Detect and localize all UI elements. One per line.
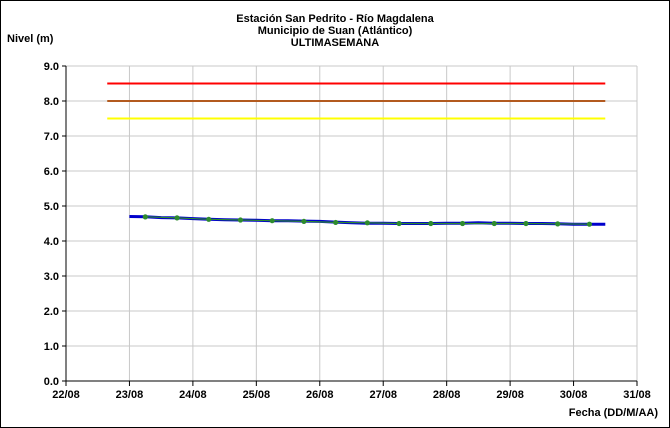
data-point [586, 221, 593, 227]
y-tick-label: 6.0 [44, 166, 59, 178]
y-tick-label: 0.0 [44, 376, 59, 388]
data-point [428, 220, 434, 227]
x-tick-label: 24/08 [179, 389, 207, 401]
x-tick-label: 29/08 [496, 389, 524, 401]
x-tick-label: 31/08 [623, 389, 651, 401]
y-tick-label: 2.0 [44, 306, 59, 318]
x-tick-label: 28/08 [433, 389, 461, 401]
x-tick-label: 30/08 [560, 389, 588, 401]
data-point [459, 220, 466, 227]
y-tick-label: 5.0 [44, 201, 59, 213]
x-tick-label: 27/08 [369, 389, 397, 401]
data-point [206, 216, 212, 222]
data-point [269, 218, 275, 224]
data-point [174, 215, 180, 221]
y-axis-label: Nivel (m) [7, 33, 54, 45]
data-point [237, 217, 244, 223]
y-tick-label: 7.0 [44, 131, 59, 143]
x-tick-label: 26/08 [306, 389, 334, 401]
y-tick-label: 9.0 [44, 61, 59, 73]
x-tick-label: 25/08 [243, 389, 271, 401]
data-point [491, 220, 497, 227]
x-tick-label: 22/08 [52, 389, 80, 401]
data-point [364, 220, 370, 226]
y-tick-label: 1.0 [44, 341, 59, 353]
chart-title-line-2: Municipio de Suan (Atlántico) [257, 25, 413, 37]
data-point [555, 221, 561, 227]
x-axis-label: Fecha (DD/M/AA) [568, 407, 658, 419]
data-point [333, 219, 339, 226]
data-point [396, 220, 402, 227]
data-point [142, 214, 148, 220]
x-tick-label: 23/08 [116, 389, 144, 401]
data-point [523, 220, 529, 227]
chart-title-line-3: ULTIMASEMANA [290, 37, 380, 49]
chart-title-line-1: Estación San Pedrito - Río Magdalena [236, 13, 434, 25]
y-tick-label: 4.0 [44, 236, 59, 248]
y-tick-label: 3.0 [44, 271, 59, 283]
y-tick-label: 8.0 [44, 96, 59, 108]
data-point [301, 218, 307, 224]
